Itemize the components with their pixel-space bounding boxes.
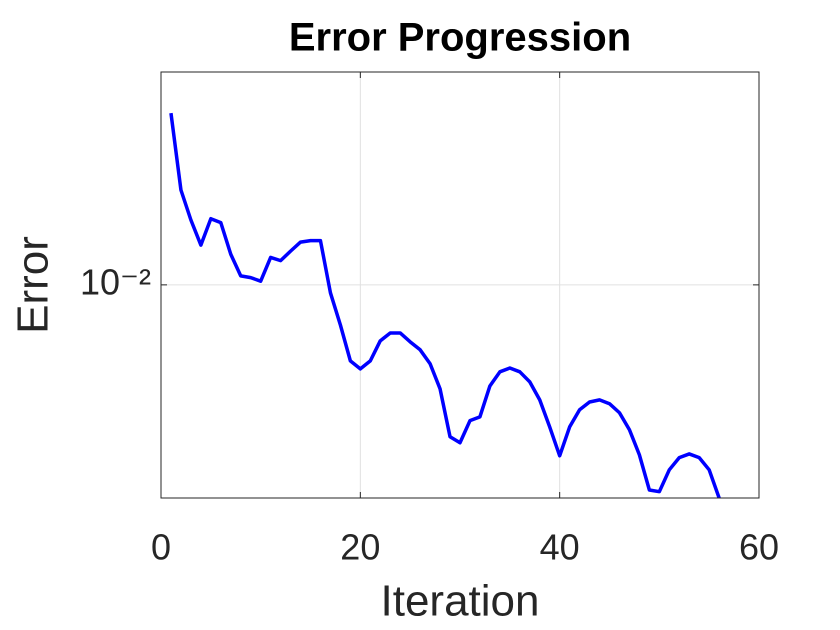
x-tick-label: 0 — [151, 527, 171, 568]
marks — [169, 112, 721, 498]
ticks: 0 20 40 60 10⁻² — [80, 72, 779, 568]
x-tick-label: 40 — [540, 527, 580, 568]
x-tick-label: 60 — [739, 527, 779, 568]
x-tick-label: 20 — [340, 527, 380, 568]
chart-title: Error Progression — [289, 16, 631, 60]
x-axis-label: Iteration — [381, 577, 540, 626]
y-axis-label: Error — [9, 236, 58, 334]
data-line — [169, 112, 721, 498]
y-tick-label: 10⁻² — [80, 261, 151, 302]
